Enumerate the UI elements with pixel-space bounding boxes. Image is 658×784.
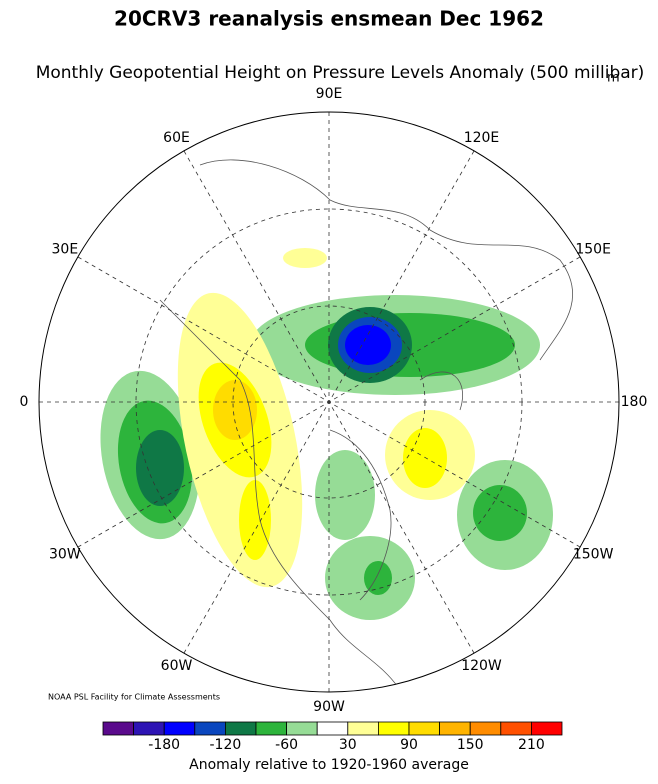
colorbar-label: 30 <box>339 737 357 753</box>
colorbar-swatch <box>102 721 135 736</box>
longitude-label: 90W <box>313 699 345 715</box>
colorbar-label: 210 <box>518 737 545 753</box>
colorbar-swatch <box>194 721 226 736</box>
longitude-label: 60E <box>163 130 190 146</box>
colorbar-label: -120 <box>210 737 242 753</box>
colorbar-label: -180 <box>148 737 180 753</box>
colorbar-swatch <box>500 721 532 736</box>
contour-region <box>473 485 527 541</box>
longitude-label: 60W <box>161 658 193 674</box>
contour-region <box>315 450 375 540</box>
subtitle: Monthly Geopotential Height on Pressure … <box>36 63 645 83</box>
unit: m <box>607 71 620 86</box>
colorbar-swatch <box>255 721 288 736</box>
longitude-label: 120W <box>461 658 502 674</box>
colorbar-label: -60 <box>275 737 298 753</box>
graticule <box>39 112 619 692</box>
colorbar-swatch <box>163 721 196 736</box>
colorbar-swatch <box>224 721 257 736</box>
colorbar-label: 90 <box>400 737 418 753</box>
longitude-label: 120E <box>464 130 500 146</box>
contour-region <box>283 248 327 268</box>
colorbar-swatch <box>133 721 165 736</box>
colorbar-swatch <box>316 721 349 736</box>
contour-region <box>345 325 391 365</box>
longitude-label: 150E <box>575 242 611 258</box>
longitude-label: 0 <box>20 394 29 410</box>
longitude-label: 30E <box>52 242 79 258</box>
contour-region <box>239 480 271 560</box>
longitude-label: 30W <box>49 547 81 563</box>
title: 20CRV3 reanalysis ensmean Dec 1962 <box>114 7 544 31</box>
colorbar-swatch <box>347 721 379 736</box>
colorbar-swatch <box>408 721 441 736</box>
colorbar-swatch <box>531 721 563 736</box>
contour-region <box>403 428 447 488</box>
colorbar-swatch <box>286 721 318 736</box>
contour-region <box>136 430 184 506</box>
longitude-label: 150W <box>573 547 614 563</box>
colorbar-swatch <box>377 721 410 736</box>
colorbar-label: 150 <box>457 737 484 753</box>
map-border <box>38 111 620 693</box>
credit: NOAA PSL Facility for Climate Assessment… <box>48 693 220 702</box>
contour-region <box>213 380 257 440</box>
colorbar-caption: Anomaly relative to 1920-1960 average <box>189 757 469 773</box>
longitude-label: 90E <box>316 86 343 102</box>
coastlines <box>159 159 573 691</box>
anomaly-field <box>100 159 573 691</box>
colorbar-swatch <box>469 721 502 736</box>
longitude-label: 180 <box>621 394 648 410</box>
colorbar-swatch <box>439 721 471 736</box>
